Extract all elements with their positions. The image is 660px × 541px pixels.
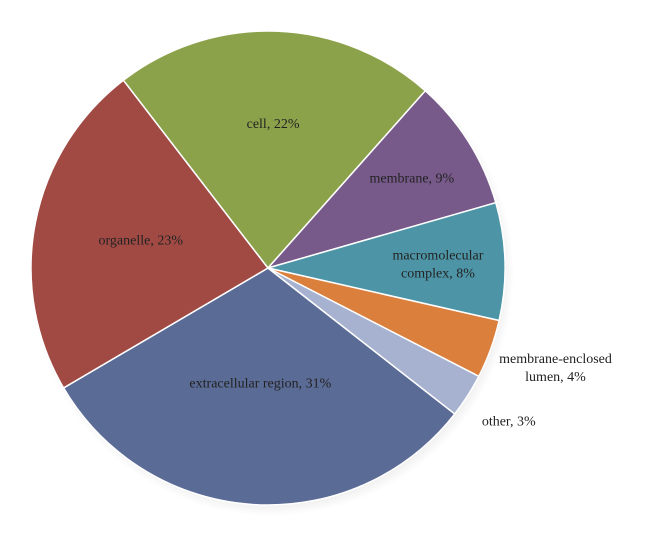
pie-slices	[30, 30, 506, 506]
pie-slice	[267, 267, 480, 415]
pie-slice	[30, 79, 270, 389]
slice-label: organelle, 23%	[99, 233, 184, 248]
slice-label: membrane-enclosed lumen, 4%	[499, 352, 612, 385]
slice-label: membrane, 9%	[369, 171, 454, 186]
slice-label: extracellular region, 31%	[189, 377, 331, 392]
slice-label: other, 3%	[482, 414, 536, 429]
pie-slice	[265, 89, 497, 270]
slice-label: macromolecular complex, 8%	[392, 249, 483, 282]
pie-slice	[122, 30, 427, 270]
pie-slice	[62, 267, 456, 506]
pie-slice	[267, 201, 506, 322]
slice-label: cell, 22%	[247, 117, 300, 132]
pie-labels: extracellular region, 31% organelle, 23% c…	[99, 117, 612, 429]
